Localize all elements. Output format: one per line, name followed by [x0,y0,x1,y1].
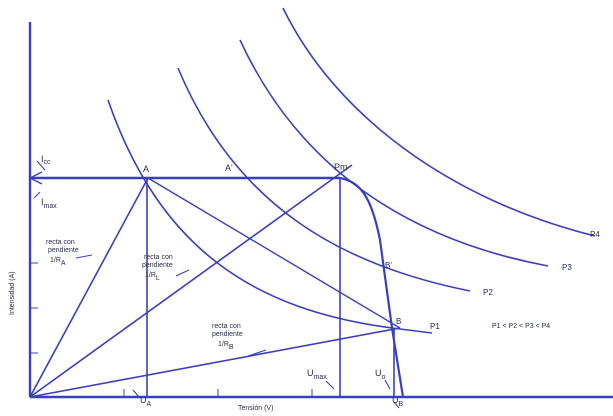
label-pointers [33,160,400,409]
line-a-to-b [147,177,401,329]
power-curve-p2 [177,67,471,292]
load-line-b [29,327,401,398]
slope-annotation-b: recta con pendiente 1/RB [212,323,243,351]
svg-text:pendiente: pendiente [212,331,243,338]
svg-text:recta con: recta con [212,323,241,330]
load-line-pm [29,164,353,398]
svg-text:1/RB: 1/RB [218,341,234,351]
slope-annotation-l: recta con pendiente 1/RL [142,254,173,282]
umax-label: Umax [307,368,327,381]
load-line-a [29,177,149,398]
power-curve-p1 [107,99,393,329]
svg-text:1/RL: 1/RL [145,272,160,282]
p3-label: P3 [562,263,572,272]
power-curve-p4 [282,7,596,237]
svg-text:recta con: recta con [144,254,173,261]
axis-ticks [30,262,313,397]
iv-characteristic [339,176,405,398]
point-pm-label: Pm [334,162,348,172]
imax-label: Imax [41,197,57,210]
p4-label: P4 [590,230,600,239]
p1-label: P1 [430,322,440,331]
point-b-label: B [396,317,401,326]
power-curve-p3 [239,39,549,267]
power-inequality: P1 < P2 < P3 < P4 [492,323,550,330]
x-axis-label: Tensión (V) [238,405,273,412]
point-b2-label: B' [385,261,392,270]
svg-text:pendiente: pendiente [48,247,79,254]
y-axis-label: Intensidad (A) [9,271,16,315]
point-a-label: A [143,164,149,174]
svg-text:recta con: recta con [46,239,75,246]
icc-arrow [28,171,43,185]
slope-annotation-a: recta con pendiente 1/RA [46,239,79,267]
p1-tail [391,327,433,334]
p2-label: P2 [483,288,493,297]
uo-label: Uo [375,368,386,381]
svg-text:1/RA: 1/RA [50,257,66,267]
svg-text:pendiente: pendiente [142,262,173,269]
ub-label: UB [392,395,404,408]
ua-label: UA [140,395,152,408]
icc-label: Icc [41,154,51,166]
point-a2-label: A' [225,163,233,173]
